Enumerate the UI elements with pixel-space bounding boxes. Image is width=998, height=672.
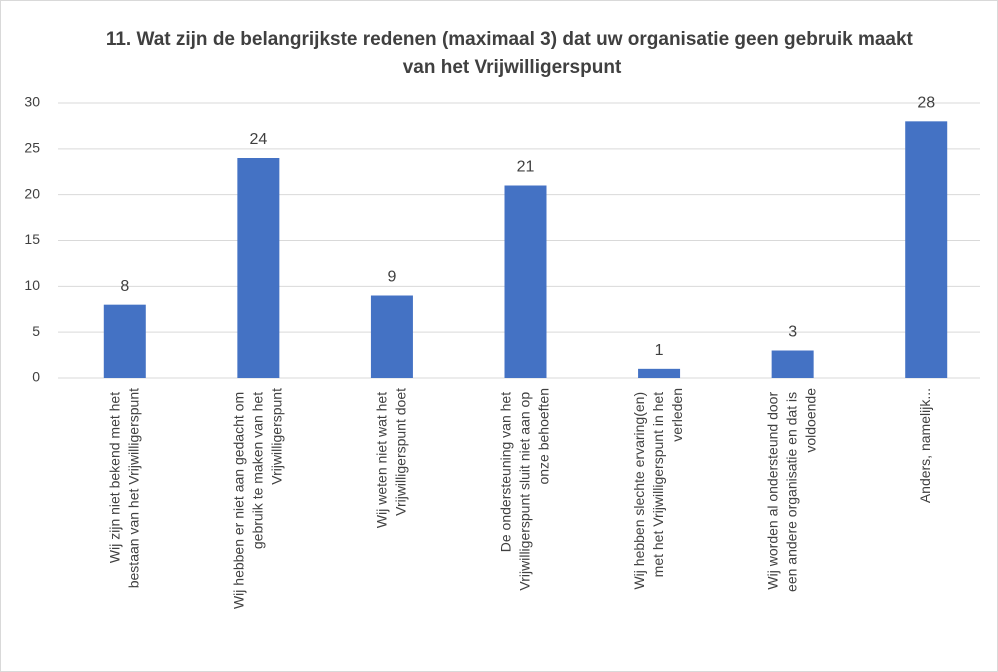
x-tick-label: Wij hebben er niet aan gedacht om gebrui…: [230, 388, 284, 609]
bar: [504, 185, 547, 378]
bar: [237, 158, 280, 378]
bar: [771, 350, 814, 378]
x-tick-label: Wij zijn niet bekend met het bestaan van…: [106, 388, 141, 588]
x-tick-label: Anders, namelijk...: [917, 388, 933, 503]
x-tick-label: Wij hebben slechte ervaring(en) met het …: [631, 388, 685, 590]
data-label: 9: [387, 269, 396, 286]
bar: [103, 304, 146, 378]
data-label: 1: [655, 342, 664, 359]
data-label: 28: [917, 95, 935, 112]
data-label: 8: [120, 278, 129, 295]
x-tick-label: Wij worden al ondersteund door een ander…: [764, 388, 818, 592]
y-tick-label: 30: [24, 94, 40, 110]
bar: [905, 121, 948, 378]
bar: [370, 295, 413, 378]
data-label: 3: [788, 324, 797, 341]
y-tick-label: 15: [24, 231, 40, 247]
y-tick-label: 10: [24, 277, 40, 293]
x-tick-label: De ondersteuning van het Vrijwilligerspu…: [497, 388, 551, 591]
y-tick-label: 5: [32, 323, 40, 339]
y-tick-label: 0: [32, 369, 40, 385]
chart-title: 11. Wat zijn de belangrijkste redenen (m…: [106, 29, 918, 78]
bar: [638, 368, 681, 378]
y-tick-label: 20: [24, 185, 40, 201]
data-label: 24: [249, 131, 267, 148]
x-tick-label: Wij weten niet wat het Vrijwilligerspunt…: [373, 388, 408, 528]
data-label: 21: [517, 159, 535, 176]
y-tick-label: 25: [24, 140, 40, 156]
